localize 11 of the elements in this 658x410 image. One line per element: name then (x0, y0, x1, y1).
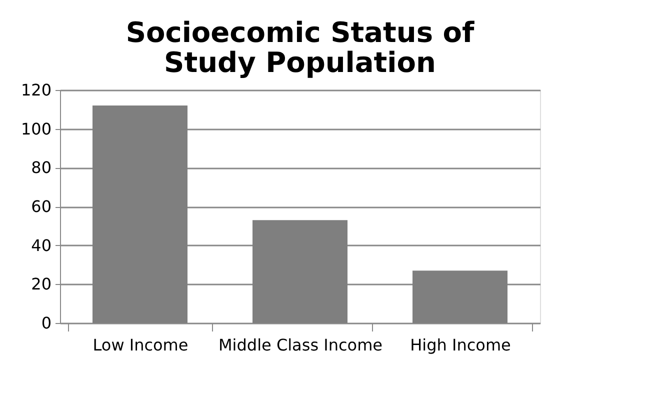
x-tick-label: Middle Class Income (218, 336, 382, 354)
y-tick-label: 80 (31, 158, 52, 178)
y-tick-label: 20 (31, 274, 52, 294)
y-tick-label: 0 (41, 314, 52, 332)
chart-title: Socioecomic Status of Study Population (126, 16, 476, 79)
x-tick-label: High Income (410, 336, 511, 354)
y-tick-label: 100 (20, 119, 52, 138)
y-tick-label: 40 (31, 236, 52, 255)
y-tick-label: 60 (31, 197, 52, 216)
y-tick-label: 120 (20, 80, 52, 100)
x-tick-label: Low Income (92, 336, 188, 354)
